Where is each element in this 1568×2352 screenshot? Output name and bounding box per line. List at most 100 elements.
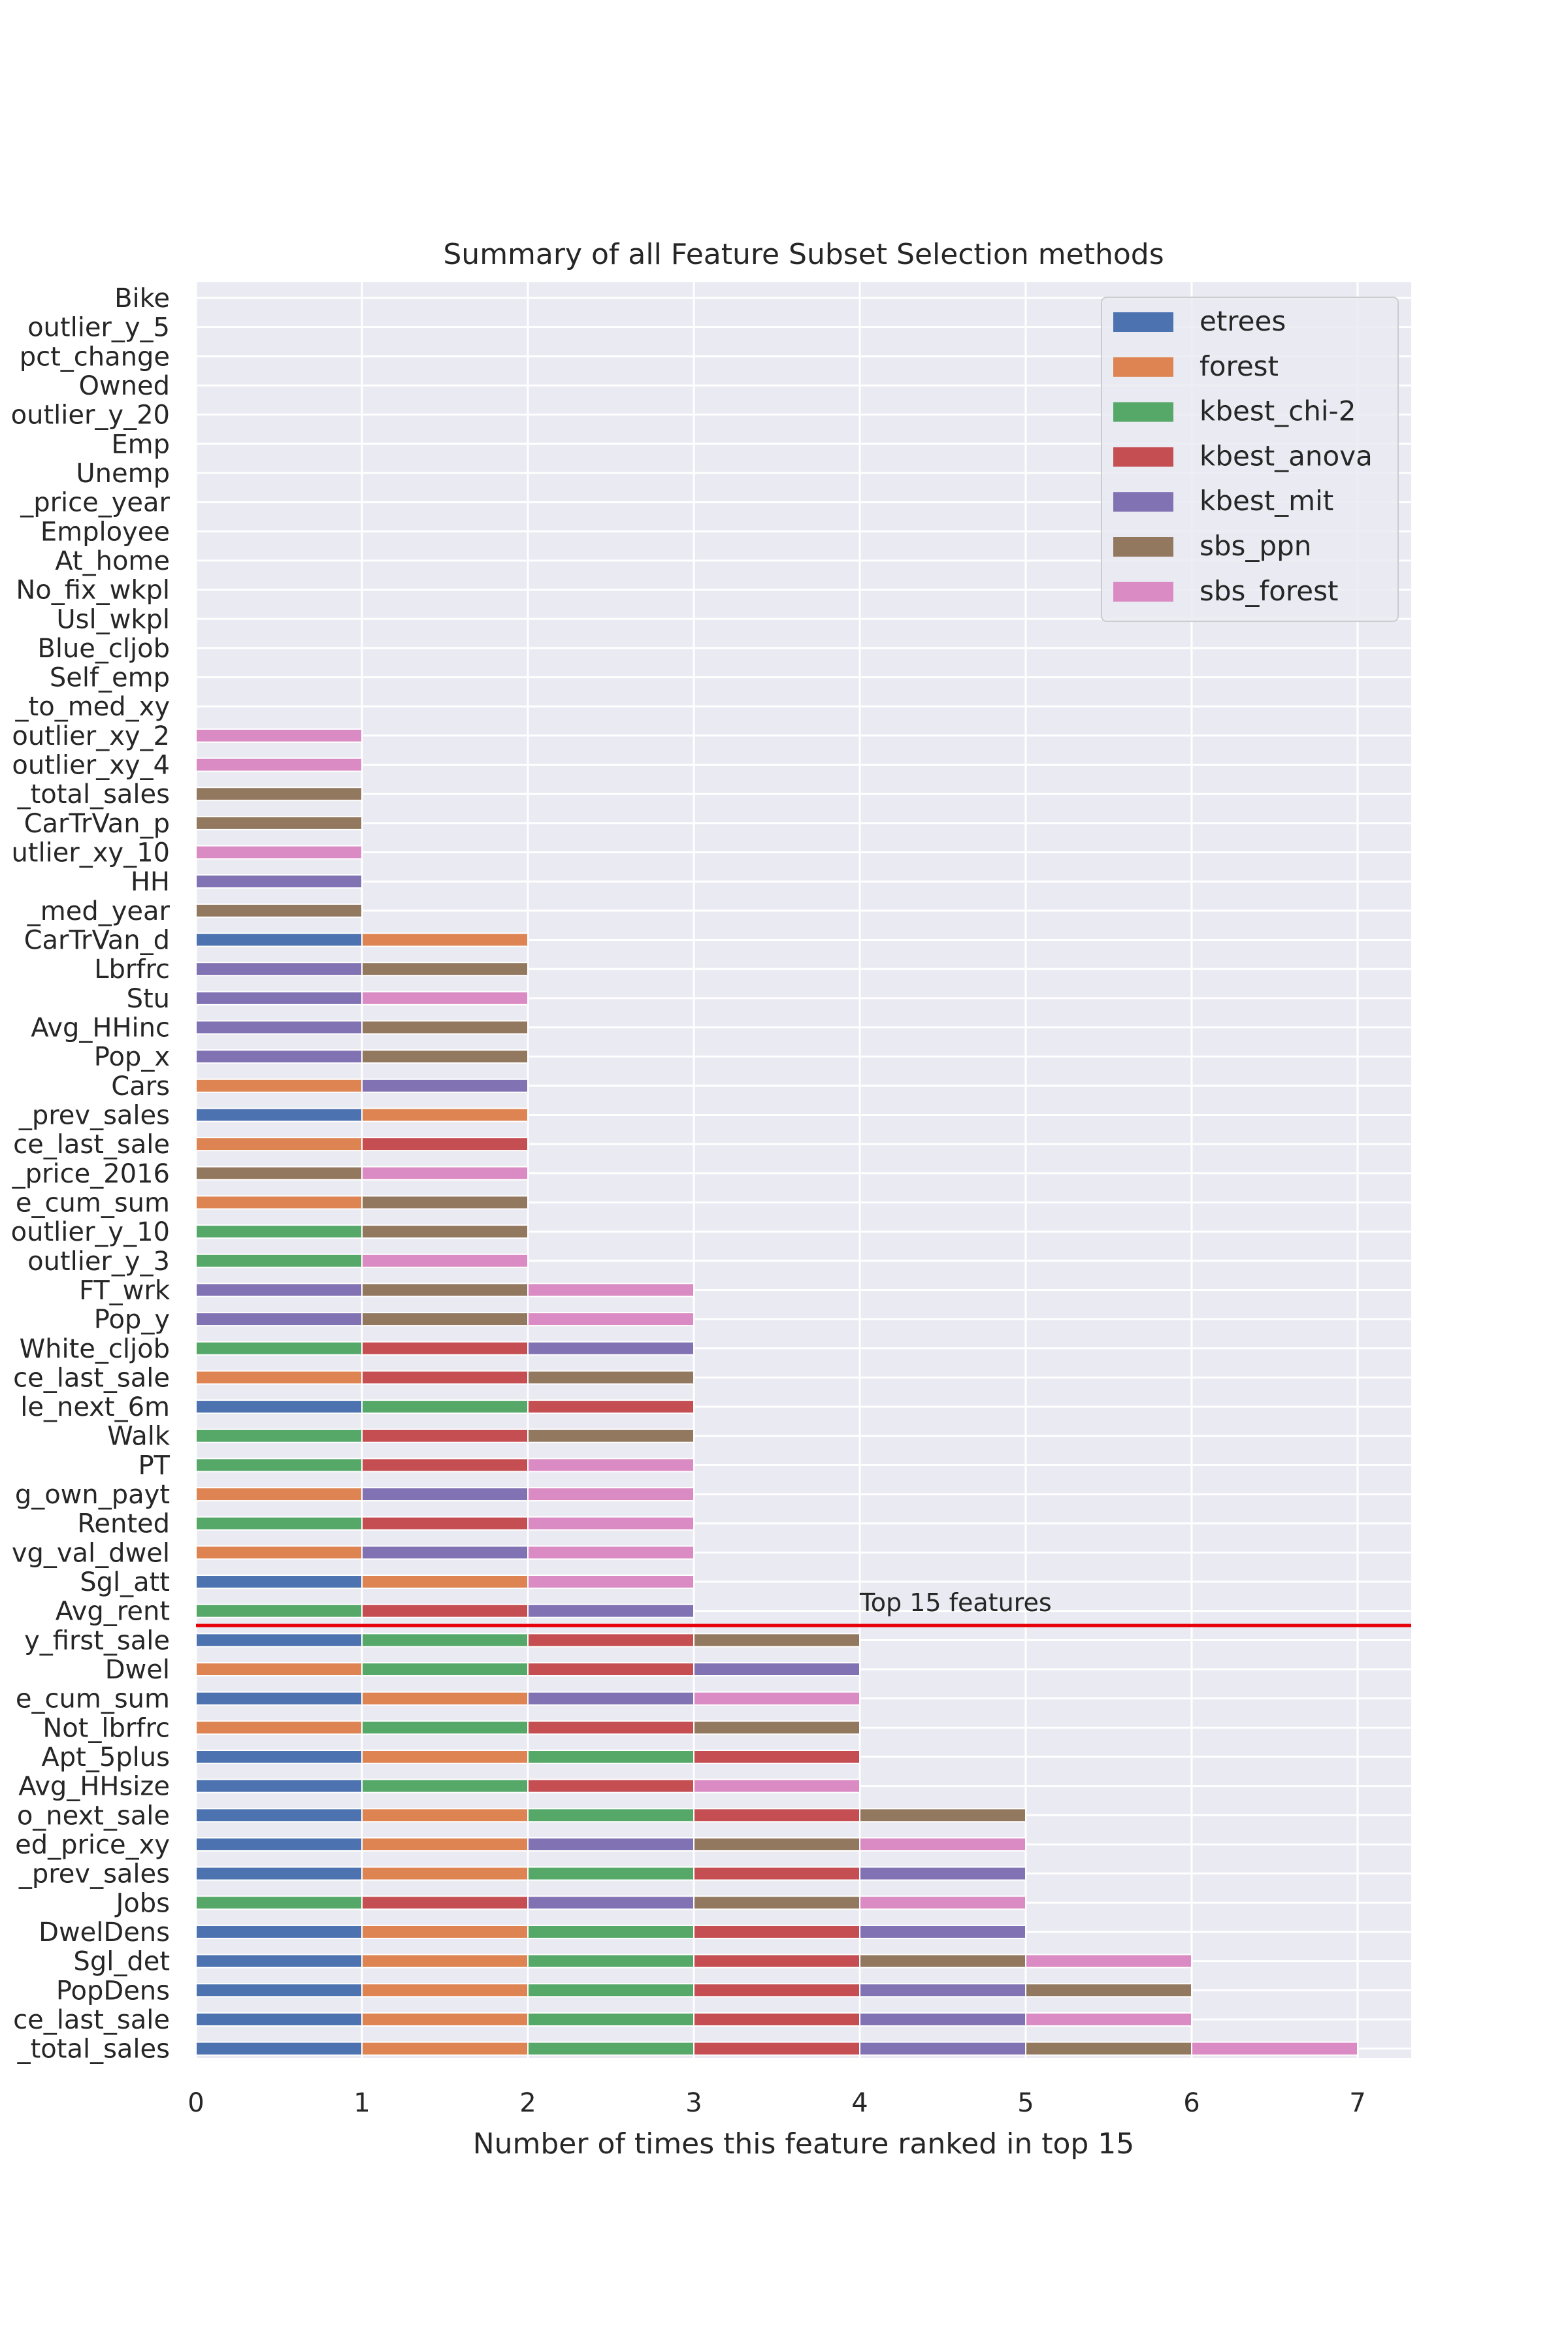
bar-segment-forest <box>195 1137 363 1152</box>
legend-swatch-kbest_chi-2 <box>1113 402 1173 422</box>
y-tick-label: Pop_x <box>94 1042 170 1072</box>
bar-segment-kbest_chi-2 <box>195 1895 363 1910</box>
y-tick-label: Pop_y <box>94 1305 170 1335</box>
y-tick-label: Self_emp <box>50 663 170 693</box>
y-tick-label: Sgl_att <box>80 1567 170 1597</box>
bar-segment-forest <box>361 1691 529 1706</box>
bar-segment-kbest_chi-2 <box>527 1808 694 1823</box>
y-tick-label: Usl_wkpl <box>56 604 170 634</box>
bar-segment-sbs_forest <box>527 1458 694 1473</box>
y-tick-label: White_cljob <box>20 1334 170 1364</box>
bar-segment-sbs_ppn <box>693 1837 860 1852</box>
bar-segment-sbs_ppn <box>361 1195 529 1210</box>
bar-segment-kbest_chi-2 <box>527 1953 694 1968</box>
bar-segment-kbest_anova <box>361 1137 529 1152</box>
y-tick-label: _to_med_xy <box>15 692 170 722</box>
bar-segment-kbest_anova <box>361 1458 529 1473</box>
bar-segment-kbest_mit <box>527 1837 694 1852</box>
bar-segment-sbs_ppn <box>1025 2041 1192 2056</box>
bar-segment-sbs_forest <box>361 990 529 1005</box>
y-tick-label: Sgl_det <box>73 1947 170 1977</box>
y-tick-label: Dwel <box>105 1655 170 1685</box>
y-tick-label: At_home <box>55 546 170 576</box>
y-tick-label: Jobs <box>114 1888 171 1918</box>
bar-segment-etrees <box>195 1399 363 1414</box>
x-tick-label: 1 <box>353 2088 370 2118</box>
bar-segment-etrees <box>195 932 363 947</box>
y-tick-label: PT <box>138 1450 170 1480</box>
y-tick-label: Not_lbrfrc <box>42 1713 170 1743</box>
bar-segment-forest <box>361 1575 529 1590</box>
bar-segment-kbest_chi-2 <box>195 1603 363 1618</box>
bar-segment-forest <box>195 1195 363 1210</box>
y-tick-label: outlier_y_5 <box>27 313 170 343</box>
bar-segment-kbest_chi-2 <box>527 2012 694 2027</box>
bar-segment-kbest_mit <box>195 962 363 977</box>
legend-swatch-kbest_anova <box>1113 447 1173 467</box>
y-tick-label: outlier_xy_4 <box>12 751 170 781</box>
bar-segment-sbs_forest <box>527 1575 694 1590</box>
bar-segment-forest <box>361 1808 529 1823</box>
bar-segment-sbs_forest <box>195 757 363 772</box>
legend-swatch-sbs_ppn <box>1113 537 1173 557</box>
y-tick-label: vg_val_dwel <box>12 1538 170 1568</box>
y-tick-label: ed_price_xy <box>15 1830 170 1860</box>
y-tick-label: Employee <box>41 517 170 547</box>
bar-segment-kbest_anova <box>693 1983 860 1998</box>
bar-segment-sbs_forest <box>361 1253 529 1268</box>
bar-segment-sbs_forest <box>1025 1953 1192 1968</box>
y-tick-label: ce_last_sale <box>13 2005 170 2035</box>
y-tick-label: Blue_cljob <box>37 634 170 664</box>
y-tick-label: _med_year <box>27 896 171 926</box>
bar-segment-forest <box>361 1837 529 1852</box>
bar-segment-etrees <box>195 1691 363 1706</box>
bar-segment-sbs_ppn <box>693 1633 860 1648</box>
bar-segment-kbest_mit <box>859 2012 1026 2027</box>
y-tick-label: Emp <box>111 429 170 459</box>
y-tick-label: Owned <box>78 371 170 401</box>
y-tick-label: Unemp <box>76 459 170 489</box>
bar-segment-kbest_mit <box>527 1895 694 1910</box>
legend-label-kbest_chi-2: kbest_chi-2 <box>1200 395 1356 427</box>
bar-segment-kbest_mit <box>361 1078 529 1093</box>
y-tick-label: ce_last_sale <box>13 1363 170 1393</box>
bar-segment-kbest_anova <box>361 1895 529 1910</box>
bar-segment-kbest_chi-2 <box>195 1341 363 1356</box>
bar-segment-sbs_forest <box>693 1691 860 1706</box>
bar-segment-kbest_chi-2 <box>195 1458 363 1473</box>
top15-label: Top 15 features <box>859 1588 1052 1617</box>
y-tick-label: CarTrVan_d <box>24 926 170 956</box>
y-tick-label: utlier_xy_10 <box>11 838 170 868</box>
y-tick-label: _prev_sales <box>18 1859 170 1889</box>
y-tick-label: CarTrVan_p <box>24 809 170 839</box>
legend-box <box>1101 297 1399 622</box>
bar-segment-sbs_ppn <box>361 962 529 977</box>
bar-segment-kbest_mit <box>195 1049 363 1064</box>
legend: etrees forest kbest_chi-2 kbest_anova kbest_… <box>1101 297 1399 622</box>
legend-label-sbs_forest: sbs_forest <box>1200 575 1338 607</box>
legend-label-kbest_anova: kbest_anova <box>1200 440 1373 472</box>
bar-segment-etrees <box>195 1924 363 1939</box>
bar-segment-kbest_mit <box>361 1487 529 1502</box>
y-tick-label: y_first_sale <box>24 1625 170 1656</box>
y-tick-label: Cars <box>111 1071 170 1102</box>
bar-segment-kbest_chi-2 <box>361 1633 529 1648</box>
y-tick-label: o_next_sale <box>17 1801 170 1831</box>
y-tick-label: outlier_y_3 <box>27 1247 170 1277</box>
bar-segment-sbs_forest <box>195 845 363 860</box>
y-tick-label: No_fix_wkpl <box>16 576 170 606</box>
y-tick-label: Stu <box>127 984 170 1014</box>
bar-segment-sbs_forest <box>527 1545 694 1560</box>
y-tick-label: _price_2016 <box>12 1159 170 1189</box>
x-tick-labels: 0 1 2 3 4 5 6 7 <box>188 2088 1365 2118</box>
bar-segment-sbs_ppn <box>195 787 363 802</box>
bar-segment-etrees <box>195 1107 363 1122</box>
bar-segment-sbs_ppn <box>361 1282 529 1298</box>
bar-segment-forest <box>361 1924 529 1939</box>
bar-segment-sbs_ppn <box>195 815 363 830</box>
y-tick-label: PopDens <box>56 1976 170 2006</box>
bar-segment-sbs_forest <box>693 1778 860 1793</box>
bar-segment-forest <box>361 1953 529 1968</box>
bar-segment-kbest_mit <box>693 1662 860 1677</box>
